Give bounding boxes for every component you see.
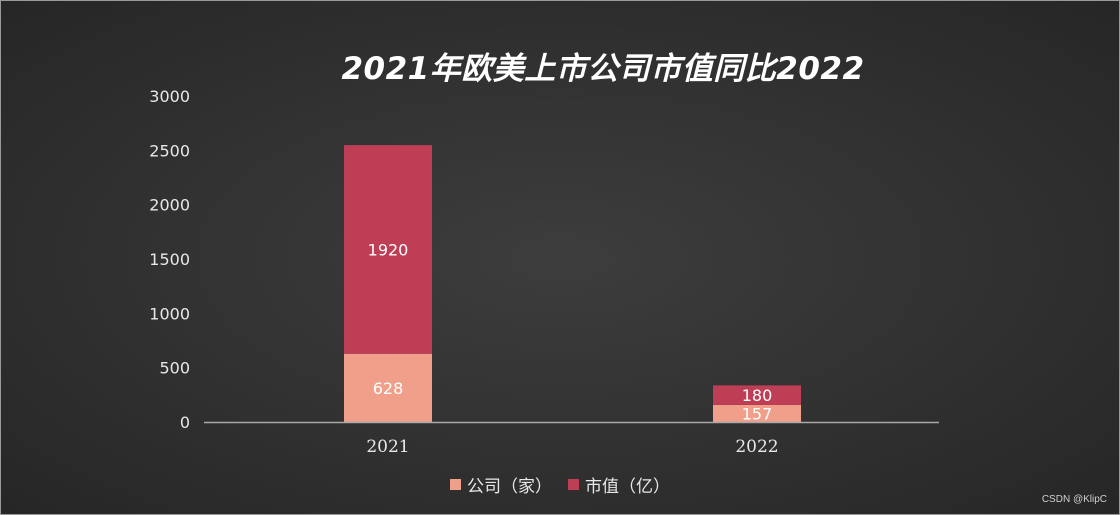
legend-label-market-value: 市值（亿） <box>585 477 670 497</box>
bar-2022-series-1 <box>713 385 801 405</box>
y-tick-label: 500 <box>159 359 190 378</box>
data-label: 157 <box>742 404 773 423</box>
x-tick-label: 2022 <box>735 437 778 457</box>
data-label: 180 <box>742 386 773 405</box>
legend-swatch-companies <box>450 479 461 490</box>
y-tick-label: 3000 <box>149 87 190 106</box>
y-tick-label: 0 <box>180 413 190 432</box>
legend-item-market-value[interactable]: 市值（亿） <box>568 472 670 497</box>
legend-swatch-market-value <box>568 479 579 490</box>
y-tick-label: 1500 <box>149 250 190 269</box>
legend-label-companies: 公司（家） <box>467 477 552 497</box>
y-tick-label: 2500 <box>149 141 190 160</box>
watermark: CSDN @KlipC <box>1041 494 1107 505</box>
data-label: 628 <box>373 379 404 398</box>
legend-item-companies[interactable]: 公司（家） <box>450 472 552 497</box>
bar-2021-series-0 <box>344 353 432 422</box>
x-tick-label: 2021 <box>366 437 409 457</box>
bar-2021-series-1 <box>344 145 432 354</box>
legend: 公司（家） 市值（亿） <box>1 472 1119 497</box>
bar-2022-series-0 <box>713 404 801 422</box>
y-tick-label: 2000 <box>149 196 190 215</box>
y-tick-label: 1000 <box>149 304 190 323</box>
data-label: 1920 <box>368 240 409 259</box>
chart-title: 2021年欧美上市公司市值同比2022 <box>341 51 865 87</box>
